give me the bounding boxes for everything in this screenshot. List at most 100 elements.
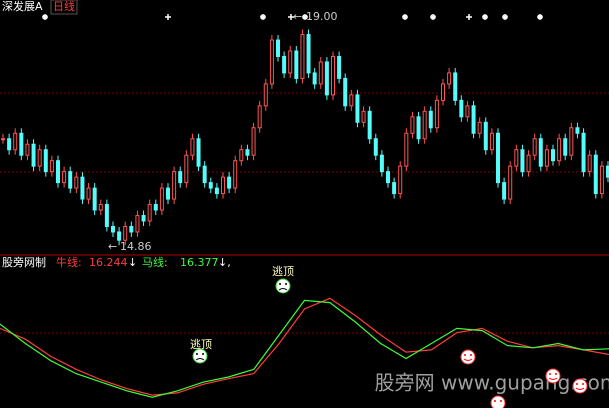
candle	[172, 171, 177, 200]
grid	[0, 92, 609, 334]
annotation-arrow: ←	[293, 10, 302, 23]
candle	[263, 83, 268, 107]
candle	[282, 55, 287, 74]
candle	[477, 121, 482, 134]
period-box	[50, 0, 78, 15]
candle	[251, 127, 256, 156]
candle	[398, 165, 403, 195]
candle	[86, 187, 91, 200]
sad-face	[275, 278, 291, 294]
candle	[37, 149, 42, 167]
candle	[367, 110, 372, 140]
candle	[587, 154, 592, 173]
candle	[324, 61, 329, 96]
signal-label: 逃顶	[272, 265, 294, 278]
candle	[25, 143, 30, 156]
candle	[557, 138, 562, 162]
happy-face	[572, 378, 588, 394]
candle	[441, 83, 445, 101]
candle	[62, 171, 67, 184]
annotation-text: 14.86	[120, 240, 152, 253]
candle	[104, 204, 109, 227]
candle	[318, 61, 323, 85]
candle	[56, 160, 60, 184]
candle	[245, 149, 250, 156]
candle	[239, 149, 244, 162]
candle	[43, 149, 48, 173]
candle	[355, 94, 360, 123]
candle	[153, 204, 158, 211]
marker	[466, 14, 472, 20]
candle	[502, 182, 507, 200]
happy-face	[490, 395, 506, 408]
candle	[489, 132, 494, 151]
happy-face	[545, 368, 561, 384]
candle	[379, 154, 384, 173]
candle	[141, 215, 146, 222]
annotation-text: 19.00	[306, 10, 338, 23]
signal-label: 逃顶	[190, 338, 212, 351]
candle	[7, 138, 12, 151]
candle	[306, 34, 311, 74]
candle	[526, 154, 531, 173]
candle	[129, 225, 134, 233]
candle	[92, 187, 97, 211]
signal-markers	[42, 14, 543, 20]
candle	[13, 132, 18, 151]
candle	[593, 154, 598, 195]
candle	[447, 72, 452, 85]
candle	[508, 165, 513, 200]
indicator-line	[0, 297, 609, 396]
legend-arrow: ↓,	[218, 256, 231, 269]
candle	[520, 149, 525, 173]
candle	[68, 171, 73, 189]
candle	[410, 116, 415, 134]
marker	[402, 14, 408, 20]
candle	[227, 176, 232, 189]
candle	[392, 182, 397, 195]
candle	[563, 138, 568, 156]
indicator-line	[0, 299, 609, 398]
candle	[422, 110, 427, 140]
candle	[74, 176, 79, 189]
chart-title: 深发展A	[2, 0, 43, 13]
candle	[196, 138, 201, 167]
legend-value: 16.244	[89, 256, 128, 269]
candle	[471, 105, 476, 134]
marker	[42, 14, 48, 20]
indicator-lines	[0, 297, 609, 398]
candle	[276, 39, 280, 57]
candle	[575, 127, 580, 134]
indicator-title: 股旁网制	[2, 255, 46, 269]
candle	[202, 165, 207, 184]
legend-label: 牛线:	[56, 255, 82, 269]
candle	[233, 160, 238, 189]
annotation-arrow: ←	[108, 240, 117, 253]
candle	[343, 77, 348, 107]
candle	[300, 34, 305, 79]
marker	[482, 14, 488, 20]
candle	[184, 154, 189, 184]
candle	[465, 105, 470, 118]
candle	[416, 116, 421, 140]
candle	[459, 99, 464, 118]
candle	[288, 50, 293, 74]
candle	[135, 215, 140, 233]
candle	[496, 132, 500, 184]
marker	[302, 14, 308, 20]
candle	[221, 176, 225, 195]
candle	[581, 132, 586, 173]
smileys	[192, 278, 588, 408]
candle	[361, 110, 366, 123]
candle	[166, 187, 170, 200]
marker	[502, 14, 508, 20]
candle	[117, 231, 122, 241]
happy-face	[460, 349, 476, 365]
candle	[80, 176, 85, 200]
sad-face	[192, 348, 208, 364]
candle	[214, 187, 219, 195]
candle	[98, 204, 103, 211]
